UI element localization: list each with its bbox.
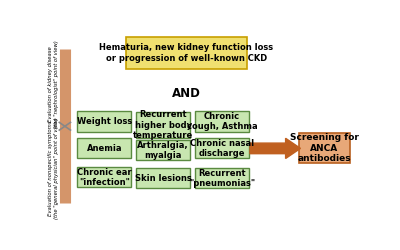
FancyBboxPatch shape: [136, 112, 190, 138]
FancyArrow shape: [250, 138, 300, 158]
FancyBboxPatch shape: [77, 167, 131, 187]
Text: Arthralgia,
myalgia: Arthralgia, myalgia: [137, 140, 189, 160]
FancyBboxPatch shape: [126, 37, 247, 70]
Text: Hematuria, new kidney function loss
or progression of well-known CKD: Hematuria, new kidney function loss or p…: [99, 44, 274, 63]
FancyBboxPatch shape: [195, 168, 249, 188]
Text: Recurrent
higher body
temperature: Recurrent higher body temperature: [133, 110, 193, 140]
FancyBboxPatch shape: [77, 138, 131, 158]
FancyBboxPatch shape: [299, 134, 350, 163]
FancyBboxPatch shape: [136, 140, 190, 160]
FancyBboxPatch shape: [136, 168, 190, 188]
Text: Evaluation of nonspecific symptoms
(the "general physician" point of view): Evaluation of nonspecific symptoms (the …: [48, 118, 59, 219]
Text: Skin lesions: Skin lesions: [135, 174, 192, 183]
FancyBboxPatch shape: [195, 111, 249, 132]
Text: Chronic nasal
discharge: Chronic nasal discharge: [190, 139, 254, 158]
Text: Chronic ear
"infection": Chronic ear "infection": [77, 168, 132, 187]
FancyBboxPatch shape: [195, 138, 249, 158]
Text: Screening for
ANCA
antibodies: Screening for ANCA antibodies: [290, 134, 359, 163]
Text: Recurrent
"pneumonias": Recurrent "pneumonias": [189, 168, 255, 188]
Text: Chronic
cough, Asthma: Chronic cough, Asthma: [187, 112, 257, 131]
FancyBboxPatch shape: [77, 111, 131, 132]
Text: Weight loss: Weight loss: [77, 117, 132, 126]
Text: Evaluation of kidney disease
(the "nephrologist" point of view): Evaluation of kidney disease (the "nephr…: [48, 40, 59, 128]
Text: Anemia: Anemia: [86, 144, 122, 153]
Text: AND: AND: [172, 87, 201, 100]
